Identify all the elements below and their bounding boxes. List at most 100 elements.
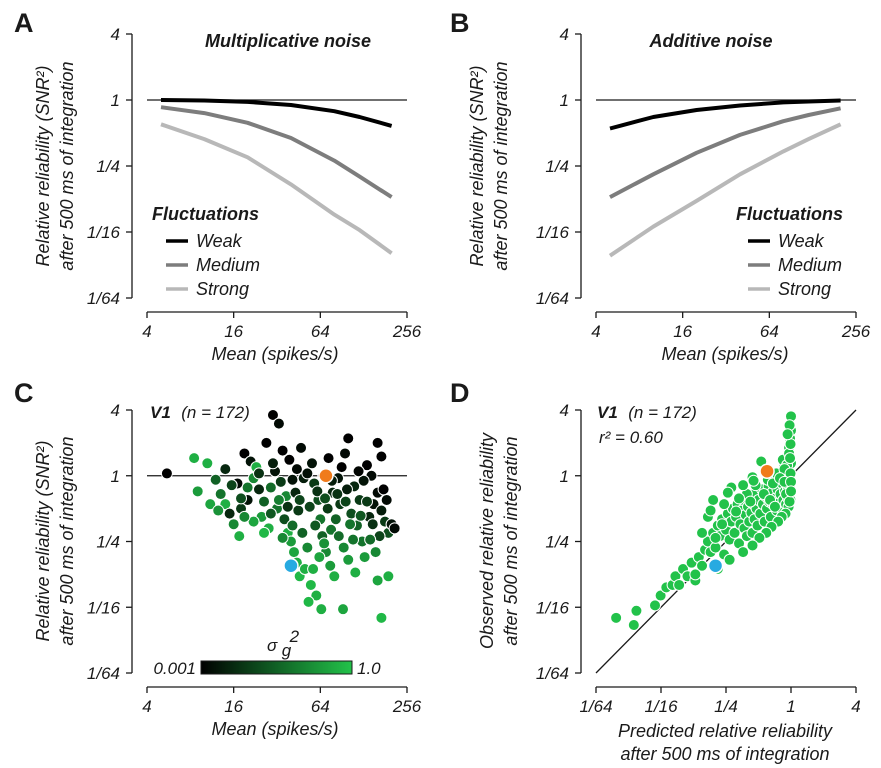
panel-letter-b: B (450, 8, 470, 38)
scatter-point (357, 474, 370, 487)
panel-c-y-tick-label: 1 (111, 467, 120, 486)
panel-d-y-tick-label: 1 (560, 467, 569, 486)
panel-b-xlabel: Mean (spikes/s) (661, 344, 788, 364)
scatter-point (260, 436, 273, 449)
scatter-point (704, 504, 717, 517)
panel-b-x-tick-label: 256 (841, 322, 871, 341)
panel-d-xlabel-line1: Predicted relative reliability (618, 721, 833, 741)
scatter-point (212, 504, 225, 517)
scatter-point (728, 526, 741, 539)
scatter-point (276, 531, 289, 544)
panel-letter-a: A (14, 8, 34, 38)
scatter-point (201, 457, 214, 470)
panel-b-series-medium (609, 106, 842, 199)
scatter-point (369, 546, 382, 559)
panel-d-x-tick-label: 1/16 (644, 697, 678, 716)
scatter-point (737, 546, 750, 559)
scatter-point (371, 436, 384, 449)
scatter-point (781, 428, 794, 441)
scatter-point (191, 485, 204, 498)
panel-b-x-tick-label: 16 (673, 322, 692, 341)
scatter-point (723, 553, 736, 566)
panel-d-y-tick-label: 1/64 (536, 664, 569, 683)
scatter-point (371, 574, 384, 587)
scatter-point (276, 444, 289, 457)
scatter-point (272, 493, 285, 506)
scatter-point (266, 457, 279, 470)
scatter-point (188, 452, 201, 465)
panel-d-x-tick-label: 4 (851, 697, 860, 716)
panel-b-ylabel-line1: Relative reliability (SNR²) (467, 65, 487, 266)
scatter-point (744, 495, 757, 508)
scatter-point (342, 432, 355, 445)
scatter-point (288, 546, 301, 559)
scatter-point (311, 485, 324, 498)
panel-a-ylabel-line1: Relative reliability (SNR²) (33, 65, 53, 266)
panel-d-highlight-orange (759, 463, 775, 479)
panel-a-title: Multiplicative noise (205, 31, 371, 51)
panel-a-series-medium (160, 105, 393, 199)
panel-b-legend-strong: Strong (778, 279, 831, 299)
scatter-point (223, 507, 236, 520)
panel-d-highlight-cyan (707, 557, 724, 574)
scatter-point (344, 518, 357, 531)
scatter-point (332, 530, 345, 543)
panel-d-axes: 4 1 1/4 1/16 1/64 1/64 1/16 1/4 1 4 (536, 401, 861, 716)
panel-b-legend-medium: Medium (778, 255, 842, 275)
scatter-point (264, 507, 277, 520)
scatter-point (309, 519, 322, 532)
scatter-point (318, 537, 331, 550)
scatter-point (337, 541, 350, 554)
scatter-point (278, 513, 291, 526)
scatter-point (301, 467, 314, 480)
panel-b-y-tick-label: 1/64 (536, 289, 569, 308)
panel-c-y-tick-label: 4 (111, 401, 120, 420)
scatter-point (342, 553, 355, 566)
scatter-point (673, 578, 686, 591)
scatter-point (264, 481, 277, 494)
panel-c-y-tick-label: 1/16 (87, 598, 121, 617)
panel-a-legend-title: Fluctuations (152, 204, 259, 224)
scatter-point (349, 566, 362, 579)
panel-a-y-tick-label: 1 (111, 91, 120, 110)
panel-a-ylabel-line2: after 500 ms of integration (57, 61, 77, 270)
scatter-point (324, 559, 337, 572)
panel-d-x-tick-label: 1/4 (714, 697, 738, 716)
panel-c-ylabel-line2: after 500 ms of integration (57, 436, 77, 645)
panel-c-xlabel: Mean (spikes/s) (211, 719, 338, 739)
panel-c-annotation-n: (n = 172) (181, 403, 250, 422)
panel-b-y-tick-label: 1/4 (545, 157, 569, 176)
panel-c-highlight-orange (318, 468, 334, 484)
scatter-point (315, 603, 328, 616)
scatter-point (310, 589, 323, 602)
scatter-point (358, 551, 371, 564)
scatter-point (654, 589, 667, 602)
panel-d-x-tick-label: 1 (786, 697, 795, 716)
panel-b-y-tick-label: 1/16 (536, 223, 570, 242)
panel-d-y-tick-label: 1/4 (545, 533, 569, 552)
scatter-point (272, 417, 285, 430)
scatter-point (325, 523, 338, 536)
panel-a-xlabel: Mean (spikes/s) (211, 344, 338, 364)
panel-b-ylabel: Relative reliability (SNR²) after 500 ms… (467, 61, 511, 270)
scatter-point (737, 479, 750, 492)
panel-d-y-tick-label: 1/16 (536, 598, 570, 617)
panel-letter-c: C (14, 378, 34, 408)
scatter-point (160, 467, 173, 480)
scatter-point (610, 611, 623, 624)
panel-a-series-strong (160, 122, 393, 255)
scatter-point (747, 474, 760, 487)
scatter-point (339, 495, 352, 508)
scatter-point (753, 531, 766, 544)
panel-c-x-tick-label: 4 (142, 697, 151, 716)
scatter-point (322, 452, 335, 465)
scatter-point (290, 463, 303, 476)
scatter-point (329, 513, 342, 526)
scatter-point (241, 481, 254, 494)
panel-a-axes: 4 1 1/4 1/16 1/64 4 16 64 256 (87, 25, 422, 341)
scatter-point (219, 463, 232, 476)
scatter-point (204, 498, 217, 511)
scatter-point (253, 467, 266, 480)
panel-letter-d: D (450, 378, 470, 408)
scatter-point (301, 541, 314, 554)
